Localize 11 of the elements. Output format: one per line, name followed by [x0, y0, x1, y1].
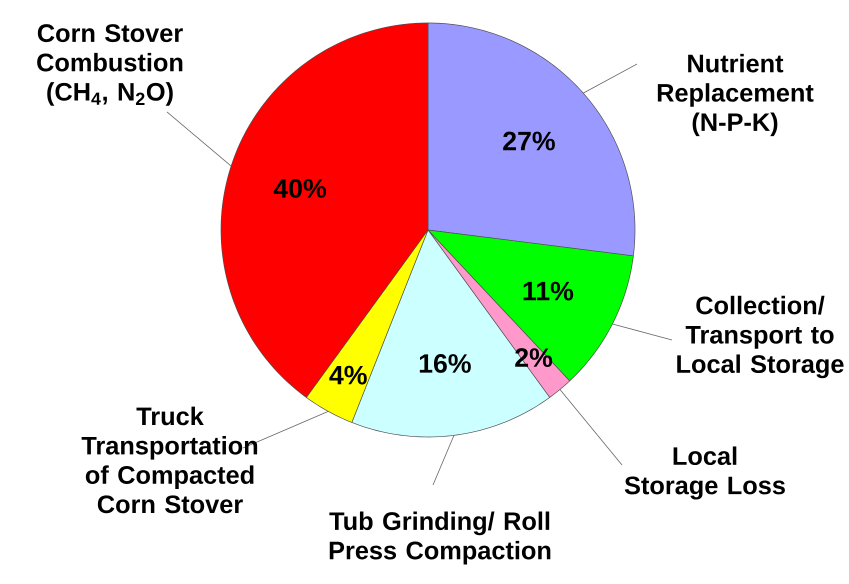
- data-label: 27%: [503, 132, 555, 150]
- slice-label: Corn Stover Combustion (CH$_{4}$, N$_{2}$O): [37, 24, 183, 106]
- data-label: 4%: [329, 366, 367, 384]
- slice-label: Truck Transportation of Compacted Corn Stover: [82, 406, 258, 514]
- data-label: 11%: [524, 282, 574, 300]
- slice-label: Tub Grinding/ Roll Press Compaction: [329, 512, 550, 564]
- slice-label: Nutrient Replacement (N-P-K): [658, 54, 814, 136]
- data-label: 40%: [274, 178, 326, 198]
- slice-label: Collection/ Transport to Local Storage: [677, 296, 844, 378]
- data-label: 16%: [420, 354, 471, 373]
- slice-label: Local Storage Loss: [624, 446, 785, 500]
